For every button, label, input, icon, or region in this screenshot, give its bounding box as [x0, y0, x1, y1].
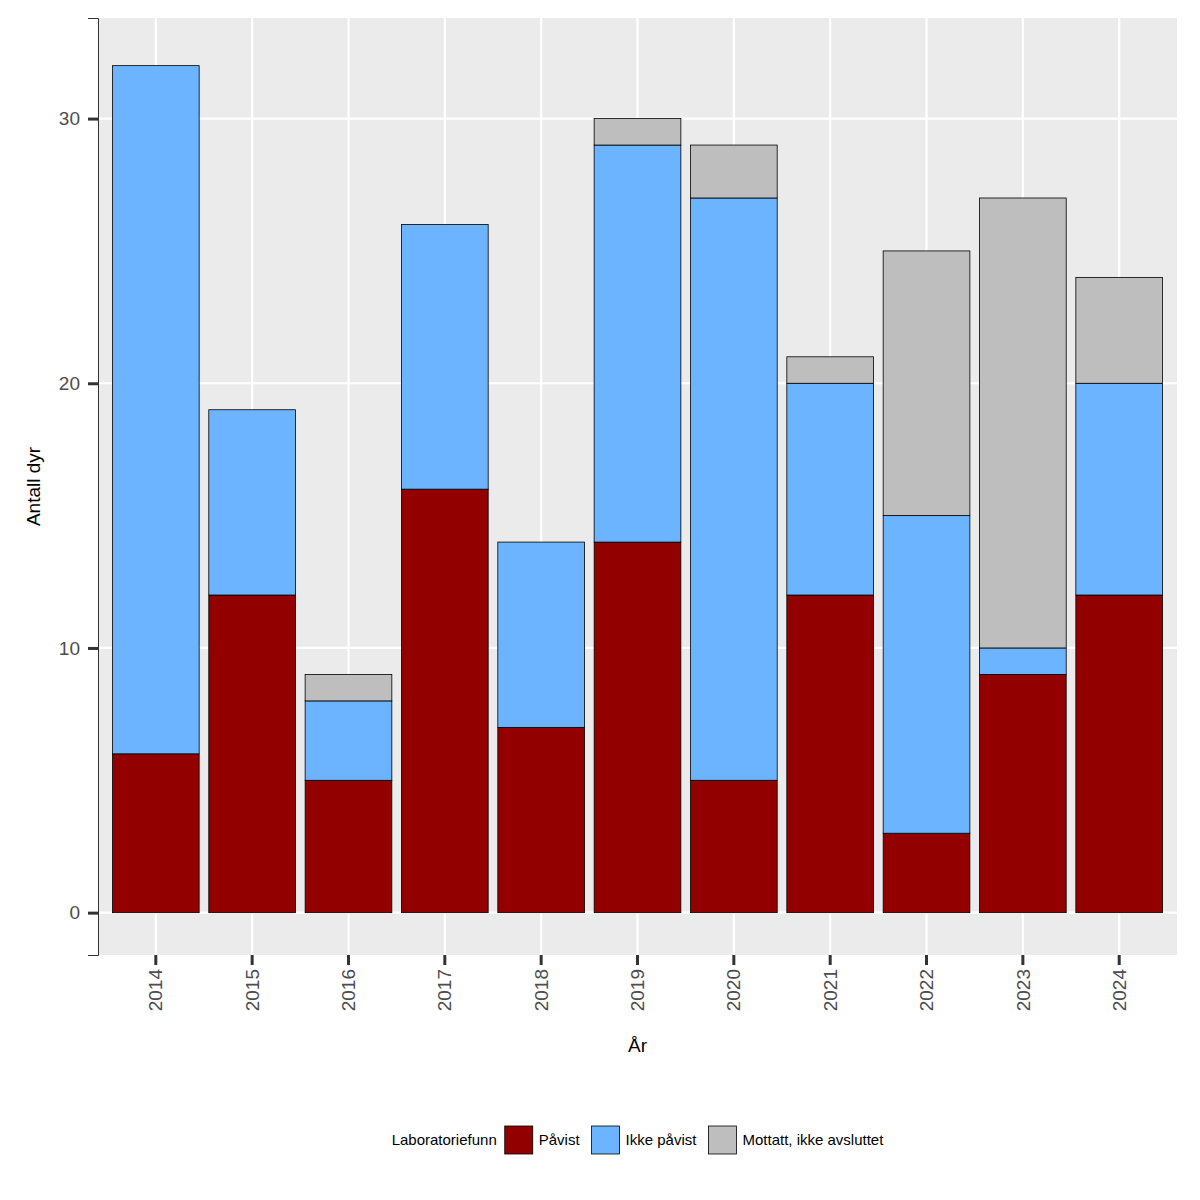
- bar: [883, 251, 970, 516]
- tick-label: 20: [59, 373, 80, 394]
- bar: [305, 701, 392, 780]
- bar: [209, 410, 296, 595]
- bar: [401, 489, 488, 913]
- tick-label: 0: [69, 902, 80, 923]
- x-axis: 2014 2015 2016 2017 2018 2019 2020 2021 2022 2023…: [145, 955, 1129, 1011]
- tick-label: 2017: [434, 969, 455, 1011]
- bar: [980, 198, 1067, 648]
- tick-mark: [88, 118, 98, 121]
- tick-mark: [88, 912, 98, 915]
- tick-label: 2014: [145, 969, 166, 1012]
- tick-mark: [88, 382, 98, 385]
- tick-mark: [1118, 955, 1121, 965]
- legend-label: Mottatt, ikke avsluttet: [742, 1131, 884, 1148]
- bar: [980, 674, 1067, 912]
- bar: [787, 383, 874, 595]
- bar: [498, 542, 585, 543]
- bar: [209, 409, 296, 410]
- bar: [112, 754, 199, 913]
- bar: [883, 833, 970, 912]
- bar: [787, 595, 874, 913]
- bar: [787, 357, 874, 383]
- bar: [594, 145, 681, 542]
- tick-label: 2019: [627, 969, 648, 1011]
- bar: [883, 516, 970, 834]
- bar: [690, 198, 777, 780]
- tick: 2014: [145, 955, 166, 1011]
- legend-label: Påvist: [539, 1131, 581, 1148]
- tick-mark: [443, 955, 446, 965]
- series: [305, 119, 1162, 701]
- bar: [401, 224, 488, 489]
- bar: [498, 727, 585, 912]
- bar: [980, 648, 1067, 674]
- y-axis-title: Antall dyr: [23, 446, 44, 526]
- tick: 2019: [627, 955, 648, 1011]
- tick: 2018: [531, 955, 552, 1011]
- tick-mark: [251, 955, 254, 965]
- bar: [1076, 595, 1163, 913]
- tick-mark: [154, 955, 157, 965]
- tick-mark: [732, 955, 735, 965]
- bar: [594, 119, 681, 145]
- tick-label: 2021: [820, 969, 841, 1011]
- tick-label: 2024: [1109, 969, 1130, 1012]
- bar: [690, 145, 777, 198]
- tick-mark: [540, 955, 543, 965]
- legend-label: Ikke påvist: [626, 1131, 698, 1148]
- bar: [690, 780, 777, 912]
- bar: [1076, 277, 1163, 383]
- y-axis: 0 10 20 30: [59, 19, 99, 956]
- legend-key: [592, 1126, 620, 1154]
- tick: 2021: [820, 955, 841, 1011]
- tick: 30: [59, 108, 98, 129]
- bar: [305, 780, 392, 912]
- tick: 20: [59, 373, 98, 394]
- tick: 2020: [723, 955, 744, 1011]
- tick: 2015: [242, 955, 263, 1011]
- grid: [98, 18, 1177, 955]
- bars: [112, 66, 1162, 913]
- legend-key: [708, 1126, 736, 1154]
- tick-label: 2023: [1013, 969, 1034, 1011]
- tick: 2024: [1109, 955, 1130, 1011]
- tick: 2023: [1013, 955, 1034, 1011]
- bar: [498, 542, 585, 727]
- bar: [1076, 383, 1163, 595]
- tick-label: 2015: [242, 969, 263, 1011]
- tick-mark: [88, 647, 98, 650]
- tick-mark: [925, 955, 928, 965]
- bar: [209, 595, 296, 913]
- tick: 0: [69, 902, 98, 923]
- axis-line: [88, 19, 99, 956]
- tick: 2017: [434, 955, 455, 1011]
- chart: 0102030201420152016201720182019202020212…: [0, 0, 1200, 1200]
- bar: [401, 224, 488, 225]
- bar: [594, 542, 681, 913]
- bar: [112, 66, 199, 754]
- tick: 2022: [916, 955, 937, 1011]
- legend: Laboratoriefunn Påvist Ikke påvist Mottatt,…: [392, 1126, 885, 1154]
- tick-label: 30: [59, 108, 80, 129]
- bar: [112, 65, 199, 66]
- tick: 10: [59, 638, 98, 659]
- legend-title: Laboratoriefunn: [392, 1131, 497, 1148]
- bar: [305, 674, 392, 700]
- tick-label: 10: [59, 638, 80, 659]
- tick-mark: [347, 955, 350, 965]
- tick: 2016: [338, 955, 359, 1011]
- tick-label: 2018: [531, 969, 552, 1011]
- series: [112, 66, 1162, 834]
- tick-label: 2020: [723, 969, 744, 1011]
- tick-label: 2022: [916, 969, 937, 1011]
- legend-key: [505, 1126, 533, 1154]
- tick-mark: [1021, 955, 1024, 965]
- x-axis-title: År: [628, 1035, 648, 1056]
- tick-mark: [636, 955, 639, 965]
- plot-background: [98, 18, 1177, 955]
- tick-mark: [829, 955, 832, 965]
- tick-label: 2016: [338, 969, 359, 1011]
